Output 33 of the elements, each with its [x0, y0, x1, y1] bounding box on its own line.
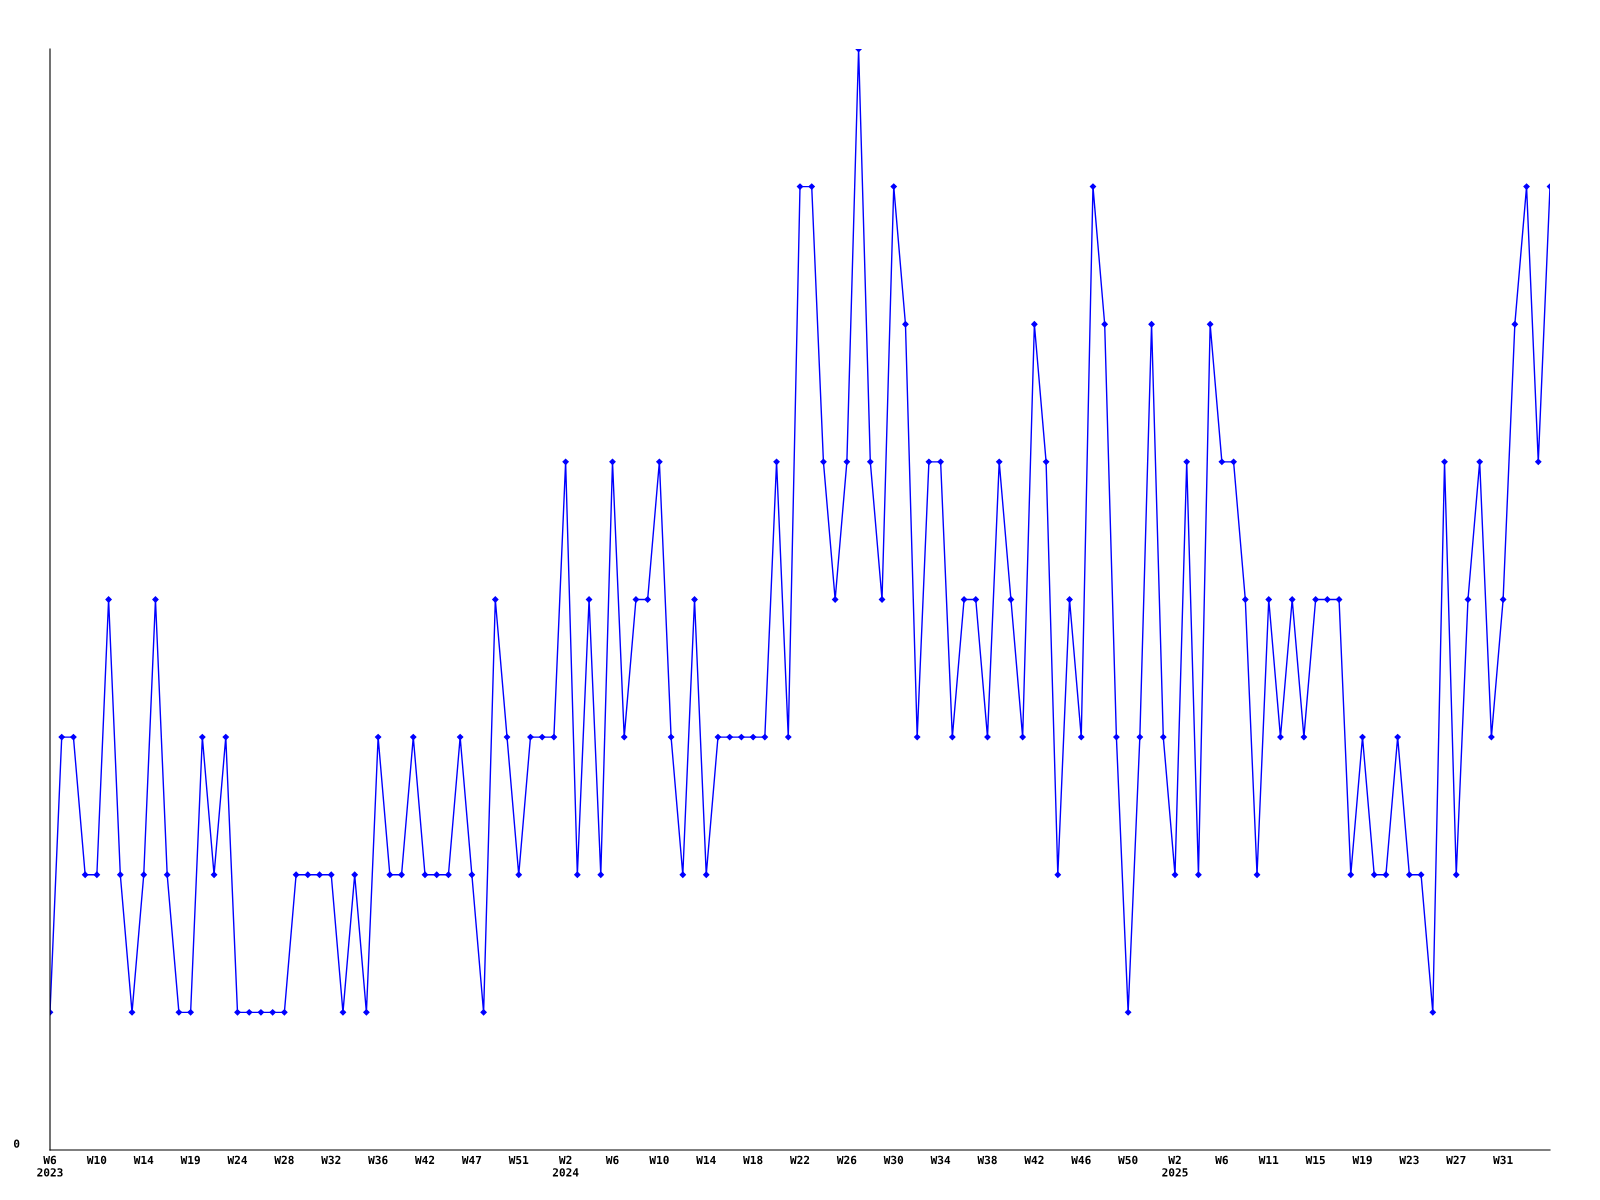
x-tick-label: W42	[414, 1155, 435, 1164]
x-tick-label: W26	[836, 1155, 857, 1165]
x-tick-label: W14	[133, 1155, 154, 1164]
x-tick-label: W31	[1493, 1155, 1513, 1165]
x-tick-label: W24	[227, 1155, 248, 1164]
x-tick-label: W22	[789, 1155, 810, 1164]
x-tick-label: W6	[605, 1155, 619, 1165]
x-tick-label: W42	[1024, 1155, 1044, 1164]
text: 0	[13, 1139, 20, 1148]
x-tick-label: W18	[743, 1155, 763, 1165]
x-tick-label: W23	[1399, 1155, 1419, 1165]
x-tick-label: W6	[1215, 1155, 1228, 1165]
x-tick-label: W28	[274, 1155, 294, 1165]
x-tick-label: W38	[977, 1155, 997, 1165]
x-tick-label: W32	[321, 1155, 341, 1165]
x-tick-label: W46	[1071, 1155, 1091, 1165]
x-tick-label: W10	[649, 1155, 669, 1165]
x-tick-label: W11	[1258, 1155, 1279, 1164]
x-tick-label: W50	[1118, 1155, 1138, 1165]
x-tick-label: W19	[180, 1155, 200, 1165]
x-tick-label: W34	[930, 1155, 951, 1165]
x-tick-label: W27	[1446, 1155, 1466, 1164]
x-tick-label: W10	[86, 1155, 107, 1165]
x-tick-label: W30	[883, 1155, 904, 1165]
x-tick-label: W14	[696, 1155, 716, 1164]
x-tick-label: W15	[1305, 1155, 1325, 1165]
x-tick-label: W2 2024	[552, 1155, 579, 1177]
x-tick-label: W19	[1352, 1155, 1372, 1165]
x-tick-label: W36	[368, 1155, 388, 1165]
x-tick-label: W47	[461, 1155, 482, 1164]
x-tick-label: W6 2023	[37, 1155, 63, 1177]
x-tick-label: W51	[508, 1155, 529, 1165]
x-tick-label: W2 2025	[1162, 1155, 1188, 1177]
